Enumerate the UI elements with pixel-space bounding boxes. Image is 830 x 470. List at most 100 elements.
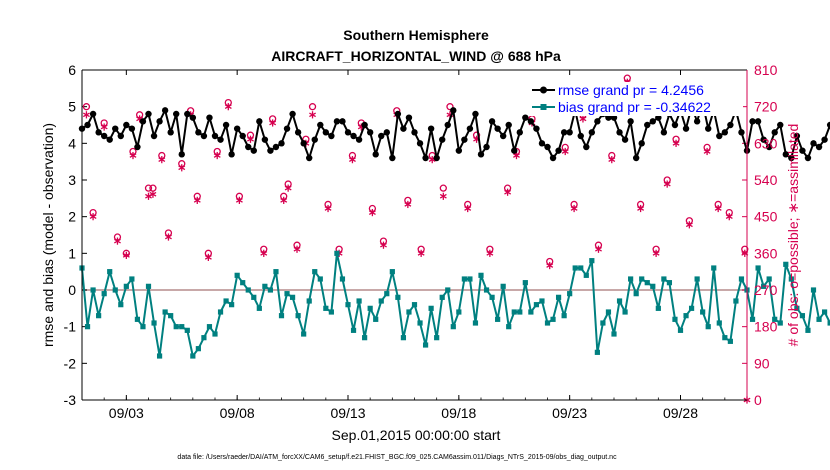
rmse-point <box>777 121 784 129</box>
bias-point <box>478 272 484 278</box>
bias-point <box>256 305 262 311</box>
bias-point <box>500 283 506 289</box>
bias-point <box>234 272 240 278</box>
obs-assimilated-marker <box>439 192 447 200</box>
asterisk-stroke <box>178 165 186 171</box>
bias-point <box>168 313 174 319</box>
bias-point <box>799 313 806 319</box>
rmse-point <box>289 110 296 118</box>
asterisk-stroke <box>158 157 166 162</box>
rmse-point <box>117 132 124 140</box>
bias-point <box>727 338 733 344</box>
rmse-point <box>632 154 640 162</box>
footnote: data file: /Users/raeder/DAI/ATM_forcXX/… <box>177 454 617 461</box>
rmse-point <box>483 143 490 151</box>
rmse-point <box>256 118 263 125</box>
obs-assimilated-marker <box>579 115 587 123</box>
asterisk-stroke <box>513 153 520 158</box>
bias-point <box>461 276 467 282</box>
bias-line <box>81 252 830 357</box>
obs-assimilated-marker <box>595 245 602 253</box>
y-right-tick-labels: 0 90 180 270 360 450 540 630 720 810 <box>754 62 778 408</box>
y-right-tick-label: 270 <box>754 282 778 298</box>
bias-point <box>84 324 91 330</box>
rmse-point <box>272 143 280 151</box>
obs-assimilated-marker <box>178 164 186 172</box>
bias-point <box>672 316 678 322</box>
rmse-point <box>195 129 202 136</box>
bias-point <box>278 313 285 319</box>
rmse-point <box>555 147 562 154</box>
rmse-point <box>511 147 518 154</box>
asterisk-stroke <box>280 198 288 203</box>
bias-point <box>217 309 224 315</box>
rmse-point <box>350 132 357 140</box>
obs-assimilated-marker <box>608 156 616 164</box>
bias-point <box>378 298 384 304</box>
bias-point <box>733 298 739 304</box>
obs-assimilated-marker <box>213 151 221 160</box>
rmse-point <box>383 129 390 136</box>
bias-point <box>184 327 190 333</box>
rmse-point <box>84 121 91 129</box>
rmse-point <box>754 118 762 125</box>
bias-point <box>517 309 523 315</box>
obs-assimilated-marker <box>129 151 137 160</box>
bias-point <box>688 305 695 311</box>
rmse-point <box>322 129 330 136</box>
bias-point <box>821 309 828 315</box>
bias-point <box>666 280 673 286</box>
asterisk-stroke <box>164 234 172 240</box>
y-right-axis-label: # of obs: o=possible; ∗=assimilated <box>785 124 801 347</box>
bias-point <box>273 269 279 275</box>
obs-assimilated-marker <box>82 111 90 119</box>
obs-assimilated-marker <box>504 188 512 196</box>
bias-point <box>600 320 606 326</box>
asterisk-stroke <box>663 181 671 187</box>
bias-point <box>511 309 517 315</box>
bias-point <box>406 309 412 315</box>
bias-series <box>79 250 830 359</box>
rmse-point <box>544 143 551 151</box>
obs-assimilated-marker <box>417 249 425 257</box>
x-axis-label: Sep.01,2015 00:00:00 start <box>332 427 501 443</box>
rmse-point <box>821 136 828 143</box>
bias-point <box>373 316 379 322</box>
bias-point <box>107 269 113 275</box>
y-tick-label: -3 <box>64 392 77 408</box>
rmse-point <box>239 132 246 140</box>
bias-point <box>561 313 567 319</box>
rmse-point <box>206 114 213 121</box>
bias-point <box>650 283 656 289</box>
rmse-point <box>278 140 285 147</box>
bias-point <box>173 324 179 330</box>
rmse-point <box>760 136 767 143</box>
bias-point <box>605 309 612 315</box>
rmse-point <box>100 132 108 140</box>
obs-assimilated-marker <box>380 241 387 249</box>
bias-point <box>716 320 722 326</box>
rmse-point <box>416 140 424 147</box>
asterisk-stroke <box>324 206 332 211</box>
rmse-point <box>333 118 341 125</box>
rmse-point <box>549 154 557 162</box>
y-tick-label: 0 <box>68 282 76 298</box>
obs-assimilated-marker <box>486 249 494 257</box>
rmse-point <box>444 121 451 129</box>
bias-point <box>528 309 534 315</box>
y-right-tick-label: 360 <box>754 245 778 261</box>
rmse-point <box>245 143 252 151</box>
chart-title-line1: Southern Hemisphere <box>343 27 489 43</box>
bias-point <box>683 313 689 319</box>
rmse-point <box>355 136 363 143</box>
bias-point <box>389 269 395 275</box>
rmse-point <box>211 132 219 140</box>
obs-assimilated-marker <box>513 151 520 160</box>
asterisk-stroke <box>652 250 660 256</box>
bias-point <box>589 258 595 264</box>
y-tick-label: 4 <box>68 135 76 151</box>
y-right-tick-label: 0 <box>754 392 762 408</box>
asterisk-stroke <box>579 116 587 122</box>
rmse-point <box>466 125 474 132</box>
rmse-point <box>200 132 208 140</box>
